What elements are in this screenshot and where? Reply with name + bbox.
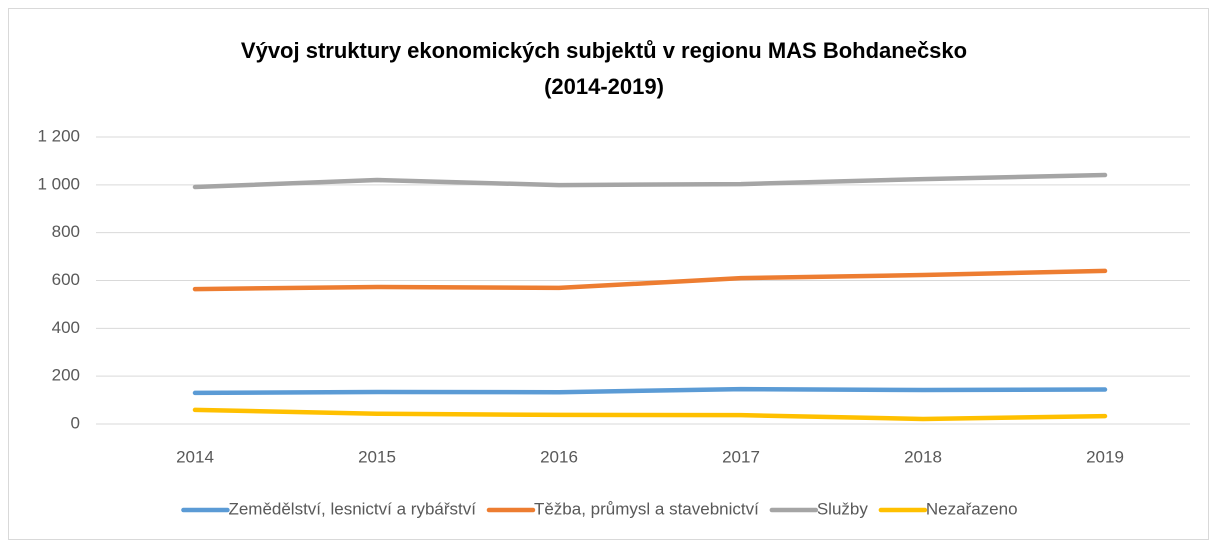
x-tick-label: 2015 bbox=[358, 447, 396, 466]
legend-label: Zemědělství, lesnictví a rybářství bbox=[228, 499, 476, 518]
series-line bbox=[192, 407, 1108, 422]
legend-label: Těžba, průmysl a stavebnictví bbox=[534, 499, 759, 518]
chart-title: (2014-2019) bbox=[544, 74, 664, 99]
x-tick-label: 2019 bbox=[1086, 447, 1124, 466]
x-tick-label: 2017 bbox=[722, 447, 760, 466]
y-tick-label: 0 bbox=[71, 413, 80, 432]
x-tick-label: 2014 bbox=[176, 447, 214, 466]
legend-label: Nezařazeno bbox=[926, 499, 1018, 518]
series-line bbox=[192, 172, 1108, 190]
y-tick-label: 600 bbox=[52, 270, 80, 289]
series-line bbox=[192, 386, 1108, 396]
y-tick-label: 1 000 bbox=[37, 174, 80, 193]
x-tick-label: 2016 bbox=[540, 447, 578, 466]
y-tick-label: 400 bbox=[52, 318, 80, 337]
y-tick-label: 800 bbox=[52, 222, 80, 241]
legend-label: Služby bbox=[817, 499, 869, 518]
y-tick-label: 1 200 bbox=[37, 126, 80, 145]
chart-title: Vývoj struktury ekonomických subjektů v … bbox=[241, 38, 967, 63]
series-line bbox=[192, 268, 1108, 292]
y-tick-label: 200 bbox=[52, 366, 80, 385]
x-tick-label: 2018 bbox=[904, 447, 942, 466]
